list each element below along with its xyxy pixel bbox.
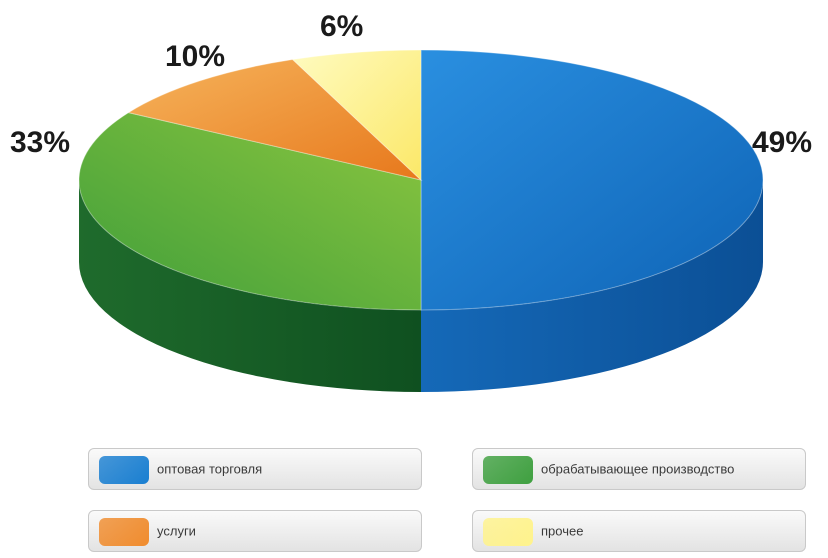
pie-slice-wholesale <box>420 49 764 311</box>
value-label-manufacturing: 33% <box>10 126 71 159</box>
legend-swatch-services <box>99 518 149 546</box>
legend-label-services: услуги <box>157 523 196 539</box>
pie-slice-other <box>291 49 422 182</box>
legend-item-manufacturing: обрабатывающее производство <box>472 448 806 490</box>
legend-item-other: прочее <box>472 510 806 552</box>
value-label-other: 6% <box>320 10 364 43</box>
value-label-services: 10% <box>165 40 226 73</box>
legend-label-other: прочее <box>541 523 584 539</box>
pie-slice-manufacturing <box>78 112 422 311</box>
pie-side-wholesale <box>421 180 763 392</box>
legend-swatch-wholesale <box>99 456 149 484</box>
legend-item-wholesale: оптовая торговля <box>88 448 422 490</box>
legend-swatch-other <box>483 518 533 546</box>
pie-slice-services <box>127 58 423 181</box>
legend-label-wholesale: оптовая торговля <box>157 461 263 477</box>
value-label-wholesale: 49% <box>752 126 813 159</box>
pie-side-manufacturing <box>79 180 421 392</box>
pie-sides <box>79 180 763 392</box>
pie-tops <box>78 49 764 311</box>
legend-label-manufacturing: обрабатывающее производство <box>541 461 735 477</box>
legend-item-services: услуги <box>88 510 422 552</box>
legend-swatch-manufacturing <box>483 456 533 484</box>
pie-chart <box>78 49 764 392</box>
